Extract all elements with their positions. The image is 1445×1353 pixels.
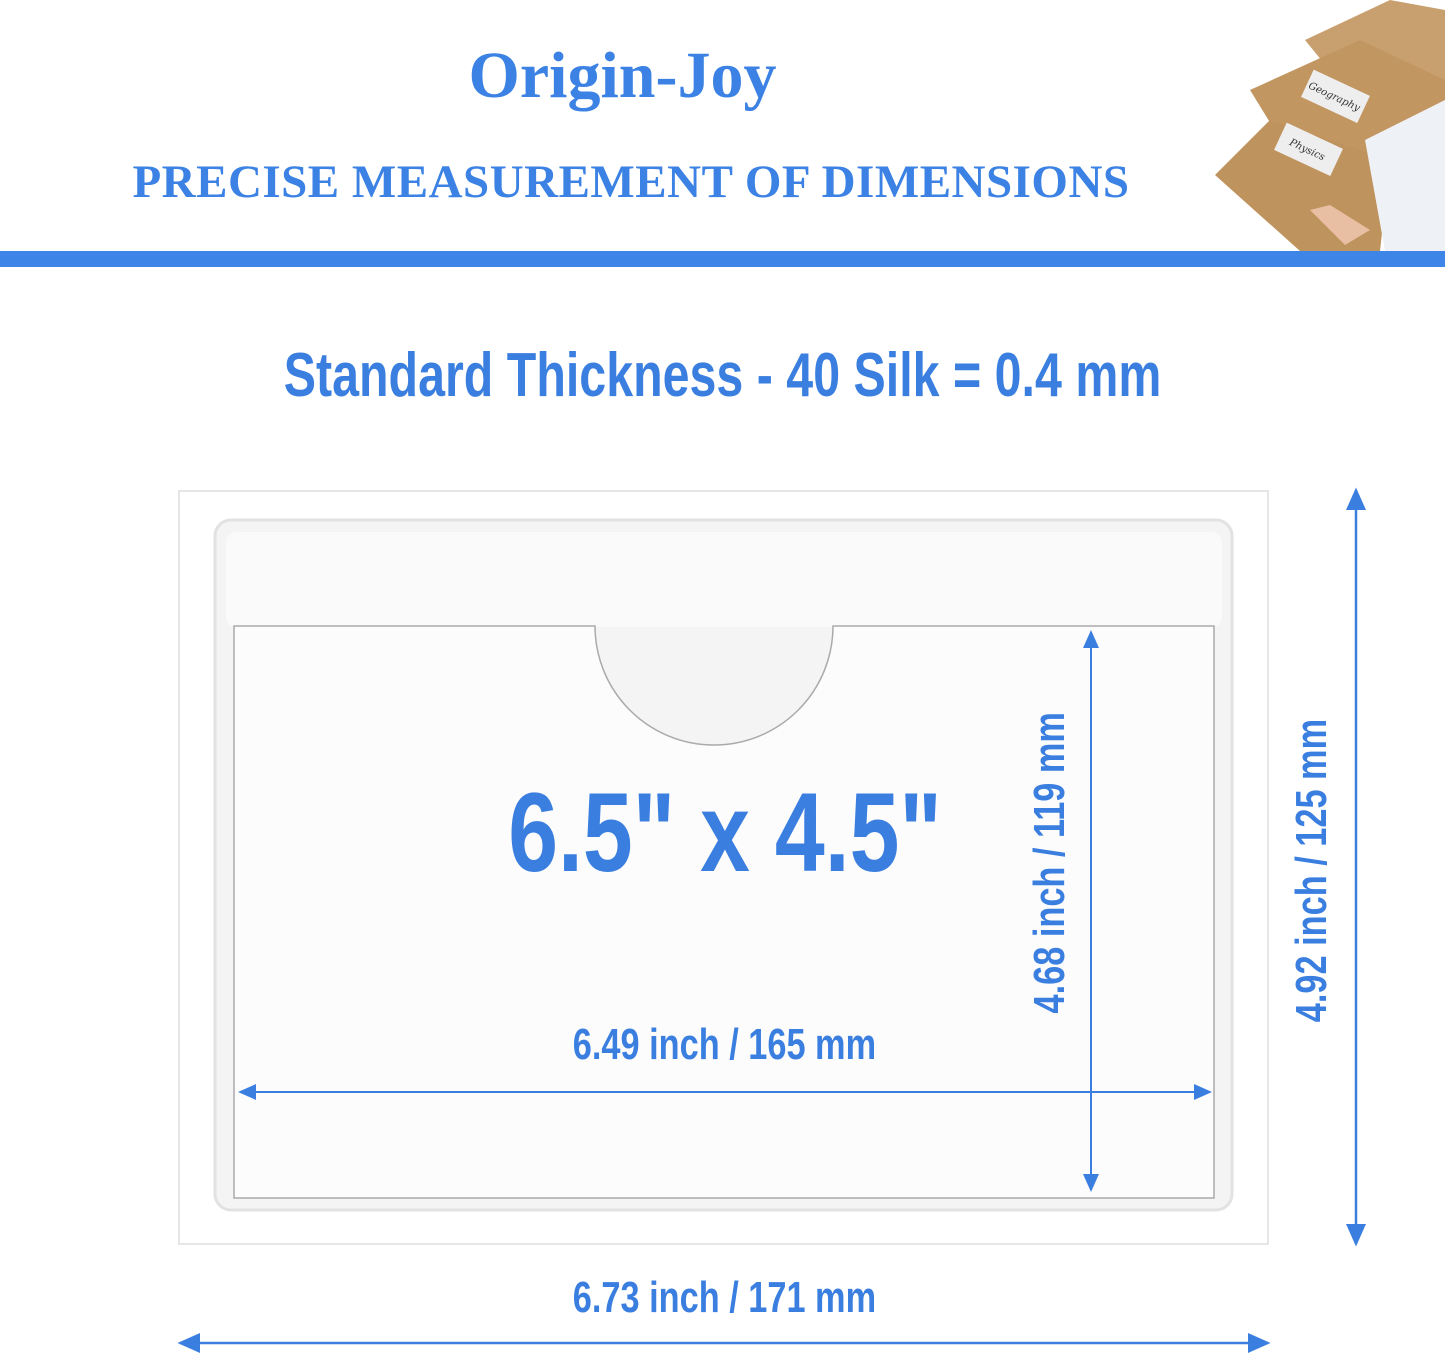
boxes-photo: Geography Physics	[1215, 0, 1445, 251]
outer-width-label: 6.73 inch / 171 mm	[572, 1273, 876, 1322]
size-label: 6.5" x 4.5"	[508, 770, 942, 895]
inner-height-label: 4.68 inch / 119 mm	[1025, 712, 1074, 1014]
brand-title: Origin-Joy	[468, 39, 777, 112]
thickness-heading: Standard Thickness - 40 Silk = 0.4 mm	[283, 341, 1162, 410]
header-divider	[0, 251, 1445, 267]
outer-height-label: 4.92 inch / 125 mm	[1287, 719, 1336, 1023]
tagline: PRECISE MEASUREMENT OF DIMENSIONS	[132, 156, 1130, 208]
inner-width-label: 6.49 inch / 165 mm	[572, 1020, 876, 1069]
